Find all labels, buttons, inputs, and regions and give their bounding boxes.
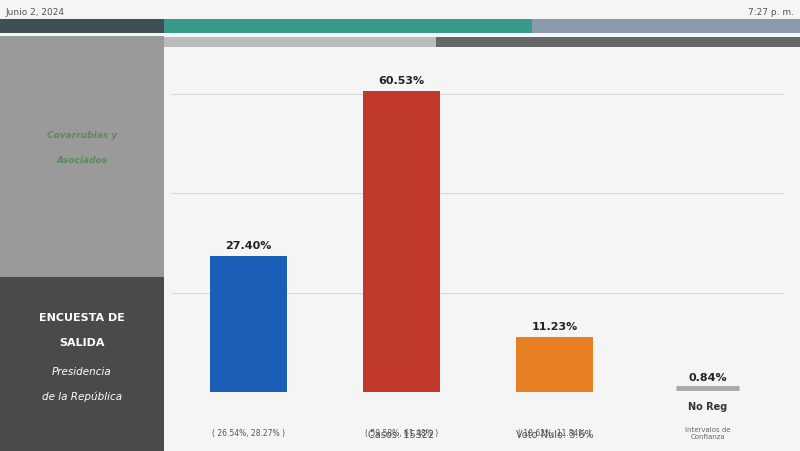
Text: Junio 2, 2024: Junio 2, 2024	[6, 8, 65, 17]
Text: Covarrubias y: Covarrubias y	[47, 131, 117, 140]
Bar	[0, 36, 164, 277]
Text: ( 10.62%, 11.84% ): ( 10.62%, 11.84% )	[518, 429, 591, 438]
Text: 60.53%: 60.53%	[378, 76, 425, 86]
Text: Casos: 15322: Casos: 15322	[368, 430, 434, 440]
Bar	[0, 19, 164, 33]
Text: ( 26.54%, 28.27% ): ( 26.54%, 28.27% )	[212, 429, 285, 438]
Text: de la República: de la República	[42, 392, 122, 402]
Text: Voto Nulo: 3.6%: Voto Nulo: 3.6%	[516, 430, 594, 440]
Bar	[210, 256, 286, 392]
Text: 0.84%: 0.84%	[688, 373, 727, 383]
Bar	[164, 37, 436, 47]
Bar	[0, 37, 52, 47]
Text: No Reg: No Reg	[688, 402, 727, 412]
Bar	[516, 336, 593, 392]
Text: Intervalos de
Confianza: Intervalos de Confianza	[685, 427, 730, 440]
Text: 27.40%: 27.40%	[226, 241, 272, 251]
Bar	[363, 91, 440, 392]
Text: 11.23%: 11.23%	[531, 322, 578, 331]
Text: ( 59.58%, 61.48% ): ( 59.58%, 61.48% )	[365, 429, 438, 438]
Text: ENCUESTA DE: ENCUESTA DE	[39, 313, 125, 323]
Bar	[164, 19, 532, 33]
Text: Presidencia: Presidencia	[52, 367, 112, 377]
Bar	[532, 19, 800, 33]
Text: Asociados: Asociados	[57, 156, 107, 165]
Text: SALIDA: SALIDA	[59, 338, 105, 348]
Text: 7:27 p. m.: 7:27 p. m.	[749, 8, 794, 17]
Bar	[52, 37, 164, 47]
Bar	[436, 37, 800, 47]
